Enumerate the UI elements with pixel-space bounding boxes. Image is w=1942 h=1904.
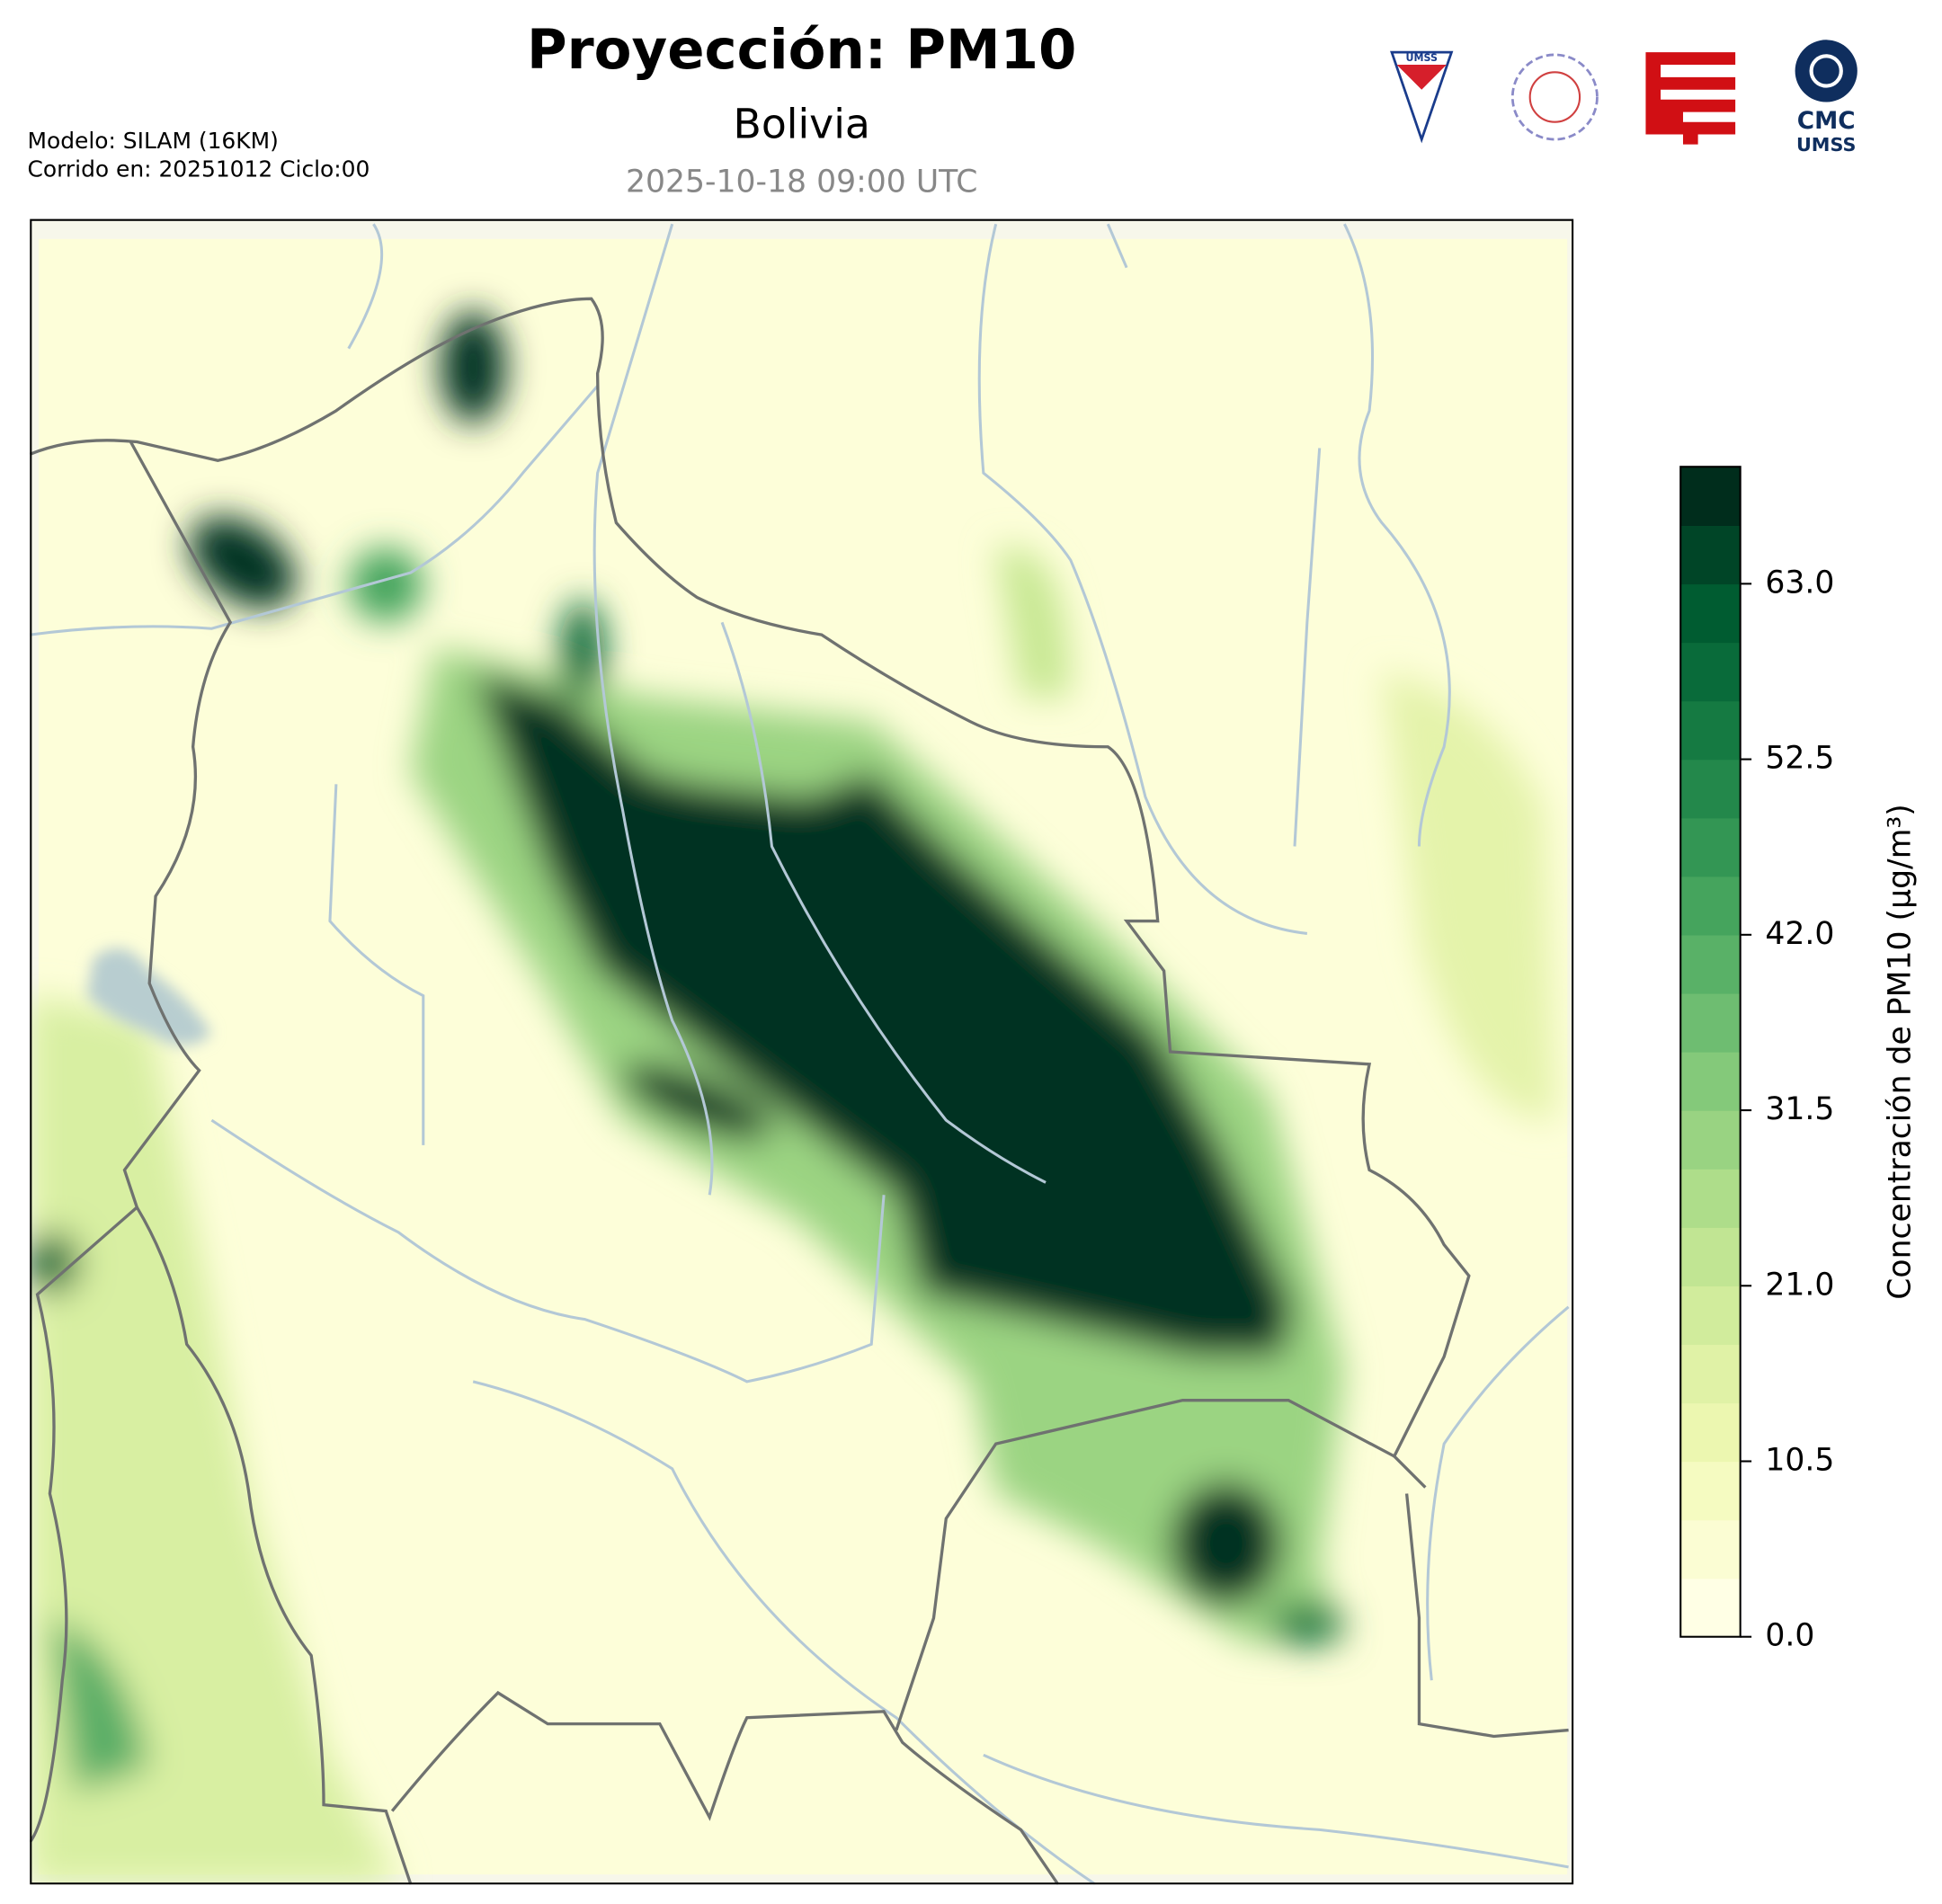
- colorbar-band: [1680, 817, 1741, 877]
- rivers: [30, 223, 1570, 1885]
- cmc-logo: [1795, 40, 1857, 102]
- cmc-logo-text2: UMSS: [1796, 134, 1856, 156]
- colorbar-band: [1680, 992, 1741, 1053]
- colorbar-tick-label: 21.0: [1765, 1267, 1834, 1303]
- umss-logo-text: UMSS: [1406, 52, 1438, 64]
- umss-logo-red: [1396, 64, 1447, 90]
- run-info: Corrido en: 20251012 Ciclo:00: [27, 156, 370, 182]
- colorbar-label: Concentración de PM10 (μg/m³): [1882, 804, 1918, 1300]
- red-logo: [1645, 52, 1736, 145]
- colorbar-band: [1680, 1286, 1741, 1346]
- colorbar-band: [1680, 1344, 1741, 1404]
- colorbar-band: [1680, 934, 1741, 994]
- title: Proyección: PM10: [527, 18, 1076, 82]
- datetime: 2025-10-18 09:00 UTC: [626, 165, 978, 200]
- colorbar-band: [1680, 1402, 1741, 1463]
- cmc-logo-text: CMC: [1797, 108, 1856, 135]
- colorbar-band: [1680, 1578, 1741, 1638]
- colorbar-band: [1680, 1169, 1741, 1228]
- borders: [30, 297, 1569, 1885]
- cmc-logo-ring: [1809, 54, 1843, 88]
- colorbar-tick-label: 10.5: [1765, 1443, 1834, 1479]
- colorbar-tick-label: 42.0: [1765, 916, 1834, 952]
- colorbar: 0.0 10.5 21.0 31.5 42.0 52.5 63.0: [1679, 466, 1834, 1654]
- colorbar-band: [1680, 642, 1741, 702]
- colorbar-band: [1680, 1227, 1741, 1286]
- map: [30, 218, 1574, 1885]
- colorbar-band: [1680, 1461, 1741, 1521]
- subtitle: Bolivia: [733, 101, 869, 148]
- colorbar-band: [1680, 759, 1741, 819]
- fisica-logo: [1510, 53, 1599, 141]
- pm10-field: [30, 311, 1556, 1885]
- colorbar-band: [1680, 467, 1741, 526]
- colorbar-frame: [1679, 466, 1742, 1638]
- logos: UMSS CMC UMSS: [1390, 40, 1857, 156]
- lake: [86, 948, 212, 1046]
- colorbar-band: [1680, 1051, 1741, 1111]
- colorbar-tick-label: 52.5: [1765, 741, 1834, 777]
- colorbar-band: [1680, 700, 1741, 761]
- colorbar-tick-label: 63.0: [1765, 565, 1834, 601]
- colorbar-tick-label: 31.5: [1765, 1091, 1834, 1127]
- fisica-logo-inner: [1528, 71, 1581, 123]
- colorbar-tick-label: 0.0: [1765, 1618, 1814, 1654]
- model-info: Modelo: SILAM (16KM): [27, 128, 278, 154]
- colorbar-band: [1680, 1519, 1741, 1579]
- colorbar-band: [1680, 525, 1741, 585]
- colorbar-band: [1680, 876, 1741, 936]
- colorbar-band: [1680, 583, 1741, 644]
- colorbar-band: [1680, 1110, 1741, 1170]
